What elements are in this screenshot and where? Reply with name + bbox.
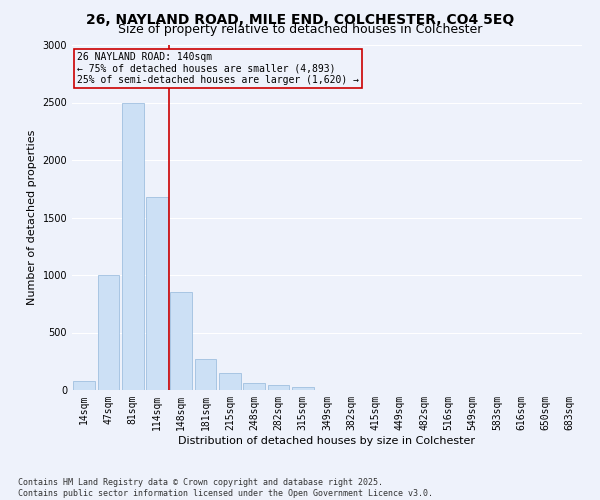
Text: Size of property relative to detached houses in Colchester: Size of property relative to detached ho… bbox=[118, 22, 482, 36]
Bar bbox=[194, 359, 217, 390]
Bar bbox=[122, 102, 143, 390]
Bar bbox=[97, 275, 119, 390]
Bar bbox=[146, 197, 168, 390]
Text: Contains HM Land Registry data © Crown copyright and database right 2025.
Contai: Contains HM Land Registry data © Crown c… bbox=[18, 478, 433, 498]
Bar bbox=[268, 385, 289, 390]
Bar bbox=[243, 383, 265, 390]
Bar bbox=[292, 386, 314, 390]
Bar bbox=[170, 292, 192, 390]
Text: 26, NAYLAND ROAD, MILE END, COLCHESTER, CO4 5EQ: 26, NAYLAND ROAD, MILE END, COLCHESTER, … bbox=[86, 12, 514, 26]
Bar bbox=[73, 382, 95, 390]
X-axis label: Distribution of detached houses by size in Colchester: Distribution of detached houses by size … bbox=[179, 436, 476, 446]
Bar bbox=[219, 373, 241, 390]
Text: 26 NAYLAND ROAD: 140sqm
← 75% of detached houses are smaller (4,893)
25% of semi: 26 NAYLAND ROAD: 140sqm ← 75% of detache… bbox=[77, 52, 359, 85]
Y-axis label: Number of detached properties: Number of detached properties bbox=[27, 130, 37, 305]
